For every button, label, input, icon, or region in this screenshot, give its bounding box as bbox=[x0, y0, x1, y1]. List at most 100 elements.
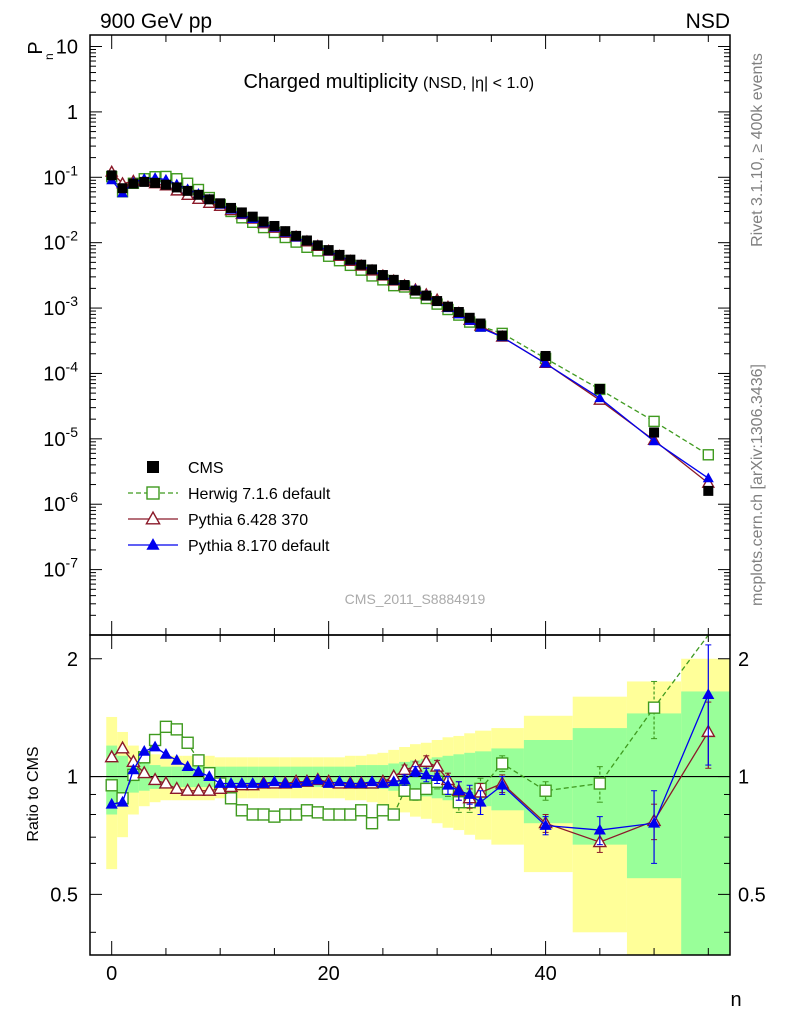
ratio-point-pythia-6-428-370-n10 bbox=[212, 781, 228, 795]
point-cms-n11 bbox=[226, 202, 237, 213]
ratio-point-herwig-7-1-6-default-n29 bbox=[420, 782, 433, 796]
legend-label-herwig-7-1-6-default: Herwig 7.1.6 default bbox=[188, 486, 331, 503]
point-cms-n7 bbox=[182, 185, 193, 196]
ratio-point-pythia-8-170-default-n13 bbox=[246, 777, 259, 788]
point-cms-n16 bbox=[280, 226, 291, 237]
point-cms-n19 bbox=[312, 240, 323, 251]
ratio-point-pythia-8-170-default-n15 bbox=[268, 775, 281, 787]
ratio-point-herwig-7-1-6-default-n27 bbox=[398, 784, 411, 797]
ratio-point-pythia-6-428-370-n1 bbox=[115, 740, 130, 754]
uncertainty-band-inner bbox=[117, 755, 128, 801]
ratio-line-pythia-8-170-default bbox=[111, 694, 709, 831]
point-cms-n2 bbox=[128, 178, 139, 189]
x-tick-label: 0 bbox=[106, 963, 117, 985]
ratio-point-pythia-8-170-default-n34 bbox=[474, 795, 487, 807]
series-cms bbox=[106, 170, 714, 496]
ratio-point-pythia-8-170-default-n45 bbox=[593, 823, 606, 835]
ratio-point-pythia-6-428-370-n4 bbox=[147, 772, 163, 786]
main-y-tick-label: 10-3 bbox=[43, 293, 78, 320]
ratio-point-pythia-8-170-default-n10 bbox=[214, 777, 227, 788]
ratio-point-pythia-8-170-default-n55 bbox=[702, 688, 715, 699]
ratio-point-pythia-8-170-default-n28 bbox=[409, 765, 422, 776]
ratio-point-pythia-6-428-370-n5 bbox=[158, 775, 174, 789]
ratio-point-pythia-8-170-default-n5 bbox=[159, 747, 172, 759]
ratio-point-pythia-8-170-default-n36 bbox=[496, 778, 509, 790]
main-y-tick-label: 10-4 bbox=[43, 358, 78, 385]
ratio-point-pythia-8-170-default-n17 bbox=[290, 777, 303, 788]
ratio-point-herwig-7-1-6-default-n18 bbox=[300, 804, 314, 817]
ratio-point-pythia-8-170-default-n25 bbox=[376, 777, 389, 788]
ratio-point-pythia-8-170-default-n29 bbox=[420, 768, 433, 780]
ratio-y-tick-label-right: 2 bbox=[738, 649, 749, 671]
main-y-axis-title: P n bbox=[25, 41, 56, 60]
ratio-point-pythia-8-170-default-n0 bbox=[105, 797, 118, 809]
ratio-point-pythia-8-170-default-n30 bbox=[431, 770, 444, 781]
main-y-tick-label: 10-6 bbox=[43, 489, 78, 516]
point-cms-n33 bbox=[464, 312, 475, 323]
point-cms-n31 bbox=[442, 301, 453, 312]
point-cms-n6 bbox=[171, 182, 182, 193]
plot-title: Charged multiplicity bbox=[243, 71, 418, 93]
point-cms-n27 bbox=[399, 280, 410, 291]
ratio-point-herwig-7-1-6-default-n19 bbox=[311, 806, 324, 819]
ratio-point-herwig-7-1-6-default-n11 bbox=[224, 792, 238, 805]
point-cms-n30 bbox=[432, 296, 443, 307]
ratio-point-herwig-7-1-6-default-n24 bbox=[365, 817, 379, 830]
point-cms-n9 bbox=[204, 194, 215, 205]
point-herwig-7-1-6-default-n50 bbox=[648, 415, 660, 428]
ratio-y-tick-label-left: 1 bbox=[67, 767, 78, 789]
ratio-point-herwig-7-1-6-default-n13 bbox=[246, 808, 259, 821]
ratio-point-pythia-8-170-default-n23 bbox=[355, 777, 368, 788]
mcplots-reference-label: mcplots.cern.ch [arXiv:1306.3436] bbox=[749, 364, 766, 606]
ratio-point-pythia-6-428-370-n0 bbox=[104, 749, 119, 763]
ratio-point-pythia-8-170-default-n24 bbox=[365, 775, 379, 787]
ratio-plot-frame bbox=[89, 634, 731, 956]
ratio-point-pythia-6-428-370-n3 bbox=[136, 765, 152, 779]
point-cms-n36 bbox=[497, 330, 508, 341]
point-cms-n21 bbox=[334, 249, 345, 260]
legend-label-cms: CMS bbox=[188, 460, 224, 477]
point-cms-n10 bbox=[215, 198, 226, 209]
point-cms-n17 bbox=[291, 230, 302, 241]
ratio-point-pythia-8-170-default-n16 bbox=[279, 777, 292, 788]
main-y-tick-label: 10-1 bbox=[43, 162, 78, 189]
main-y-axis-label: P bbox=[25, 41, 47, 54]
point-cms-n14 bbox=[258, 216, 269, 227]
point-cms-n8 bbox=[193, 189, 204, 200]
point-cms-n55 bbox=[703, 485, 714, 496]
point-cms-n40 bbox=[540, 350, 551, 361]
legend: CMS Herwig 7.1.6 default Pythia 6.428 370 P… bbox=[128, 460, 331, 555]
point-cms-n26 bbox=[388, 274, 399, 285]
legend-marker-herwig-7-1-6-default bbox=[146, 486, 160, 500]
x-tick-label: 40 bbox=[534, 963, 556, 985]
ratio-point-herwig-7-1-6-default-n16 bbox=[279, 808, 292, 821]
main-y-axis-subscript: n bbox=[42, 53, 56, 60]
ratio-point-pythia-8-170-default-n31 bbox=[441, 778, 455, 790]
ratio-point-pythia-6-428-370-n9 bbox=[202, 782, 217, 796]
ratio-point-pythia-8-170-default-n2 bbox=[127, 763, 140, 775]
ratio-y-tick-label-right: 0.5 bbox=[738, 884, 766, 906]
ratio-point-pythia-8-170-default-n1 bbox=[116, 795, 129, 807]
ratio-point-herwig-7-1-6-default-n50 bbox=[647, 701, 661, 714]
ratio-y-axis-label: Ratio to CMS bbox=[25, 746, 42, 841]
point-cms-n5 bbox=[160, 179, 171, 190]
ratio-point-pythia-8-170-default-n8 bbox=[192, 765, 205, 776]
point-cms-n29 bbox=[421, 290, 432, 301]
uncertainty-band-inner bbox=[410, 760, 421, 795]
main-y-tick-label: 1 bbox=[67, 102, 78, 124]
ratio-point-herwig-7-1-6-default-n26 bbox=[387, 808, 400, 821]
point-cms-n4 bbox=[150, 177, 161, 188]
x-axis-label: n bbox=[730, 989, 741, 1011]
ratio-point-herwig-7-1-6-default-n7 bbox=[181, 736, 194, 749]
ratio-point-pythia-8-170-default-n32 bbox=[452, 784, 465, 796]
ratio-point-pythia-8-170-default-n11 bbox=[224, 777, 238, 788]
main-y-tick-label: 10-2 bbox=[43, 228, 78, 255]
ratio-point-herwig-7-1-6-default-n6 bbox=[170, 723, 183, 736]
ratio-point-pythia-8-170-default-n6 bbox=[170, 754, 183, 765]
ratio-point-pythia-8-170-default-n19 bbox=[311, 773, 324, 785]
uncertainty-band-inner bbox=[464, 752, 476, 805]
uncertainty-band-inner bbox=[453, 754, 465, 803]
rivet-version-label: Rivet 3.1.10, ≥ 400k events bbox=[749, 53, 766, 247]
ratio-point-pythia-8-170-default-n12 bbox=[235, 777, 248, 788]
ratio-y-tick-label-left: 2 bbox=[67, 649, 78, 671]
